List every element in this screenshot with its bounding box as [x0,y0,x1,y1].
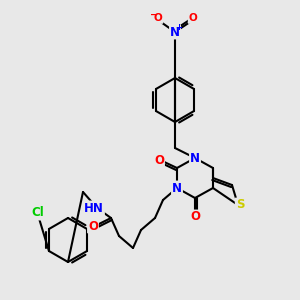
Text: Cl: Cl [32,206,44,220]
Text: −: − [150,10,158,20]
Text: +: + [176,23,182,32]
Text: N: N [190,152,200,164]
Text: N: N [170,26,180,38]
Text: S: S [236,199,244,212]
Text: N: N [172,182,182,194]
Text: HN: HN [84,202,104,214]
Text: O: O [154,13,162,23]
Text: O: O [154,154,164,166]
Text: O: O [190,211,200,224]
Text: O: O [189,13,197,23]
Text: O: O [88,220,98,232]
